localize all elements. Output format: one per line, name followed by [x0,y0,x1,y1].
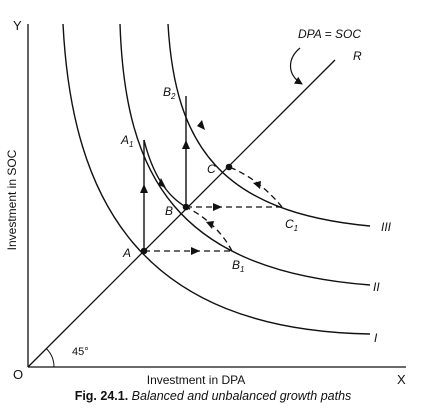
label-B: B [165,204,173,218]
curve-label-III: III [381,220,392,234]
label-B2-subscript: 2 [170,92,176,101]
angle-arc [46,348,55,368]
arrow-B-B2 [182,140,190,149]
point-B [182,203,190,211]
label-C1-letter: C [285,217,294,231]
arrow-A-A1 [140,184,148,193]
label-C1-subscript: 1 [294,224,298,233]
label-C1: C1 [285,217,298,233]
label-A1-letter: A [120,133,129,147]
y-axis-title: Investment in SOC [5,149,19,250]
label-B1: B1 [232,258,244,274]
curve-I [62,23,371,335]
point-C [225,163,233,171]
caption-text: Balanced and unbalanced growth paths [131,389,352,403]
path-B1-B [185,206,233,252]
path-C1-C [228,166,283,208]
label-B2: B2 [163,85,176,101]
curve-III [167,23,371,227]
x-axis-title: Investment in DPA [147,373,245,387]
origin-label: O [13,367,23,382]
arrow-B1-B [206,221,214,229]
caption-number: Fig. 24.1. [74,389,129,403]
diagonal-pointer [289,47,303,85]
path-A1-B [143,139,187,208]
label-A1: A1 [120,133,133,149]
diagonal-label: DPA = SOC [298,27,361,41]
arrow-A-B1 [191,247,200,255]
label-B2-letter: B [163,85,171,99]
label-A: A [122,246,131,260]
point-A [140,247,148,255]
curve-label-I: I [374,331,378,345]
arrow-B-C1 [213,203,222,211]
y-axis-letter: Y [13,18,22,33]
label-B1-subscript: 1 [240,265,244,274]
curve-II [119,23,371,286]
figure-caption: Fig. 24.1. Balanced and unbalanced growt… [0,389,426,403]
arrow-A1-B [158,178,166,188]
diagonal-end-label: R [353,49,362,63]
label-B1-letter: B [232,258,240,272]
arrow-C1-C [253,181,261,189]
x-axis-letter: X [397,372,406,387]
arrow-B2-C [197,120,205,130]
angle-label: 45° [72,346,89,358]
label-C: C [207,162,216,176]
curve-label-II: II [373,280,380,294]
label-A1-subscript: 1 [129,140,133,149]
